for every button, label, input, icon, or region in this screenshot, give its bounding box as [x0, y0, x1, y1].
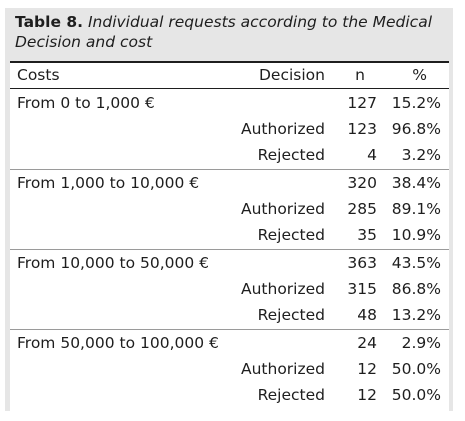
decision-cell: Rejected	[257, 386, 325, 404]
percent-cell: 89.1%	[391, 200, 441, 218]
decision-cell: Rejected	[257, 306, 325, 324]
decision-cell: Authorized	[240, 200, 325, 218]
table-title: Individual requests according to the Med…	[15, 13, 433, 51]
count-cell: 12	[357, 360, 377, 378]
count-cell: 363	[347, 254, 377, 272]
top-rule	[10, 61, 449, 63]
header-row: Costs Decision n %	[10, 62, 449, 88]
cost-range: From 10,000 to 50,000 €	[17, 254, 210, 272]
cost-range: From 1,000 to 10,000 €	[17, 174, 200, 192]
percent-cell: 50.0%	[391, 386, 441, 404]
cost-range: From 50,000 to 100,000 €	[17, 334, 219, 352]
table-row: Rejected 48 13.2%	[10, 302, 449, 328]
header-costs: Costs	[17, 66, 60, 84]
table-panel: Table 8. Individual requests according t…	[5, 8, 453, 414]
table-row: From 0 to 1,000 € 127 15.2%	[10, 90, 449, 116]
table-caption: Table 8. Individual requests according t…	[15, 12, 445, 52]
count-cell: 127	[347, 94, 377, 112]
data-table: Costs Decision n % From 0 to 1,000 € 127…	[10, 61, 449, 414]
percent-cell: 50.0%	[391, 360, 441, 378]
percent-cell: 43.5%	[391, 254, 441, 272]
group-divider	[10, 169, 449, 170]
table-row: Authorized 315 86.8%	[10, 276, 449, 302]
table-row: Rejected 12 50.0%	[10, 382, 449, 408]
table-row: Authorized 12 50.0%	[10, 356, 449, 382]
table-row: Authorized 285 89.1%	[10, 196, 449, 222]
percent-cell: 15.2%	[391, 94, 441, 112]
header-decision: Decision	[259, 66, 325, 84]
table-row: Rejected 4 3.2%	[10, 142, 449, 168]
percent-cell: 86.8%	[391, 280, 441, 298]
table-row: Rejected 35 10.9%	[10, 222, 449, 248]
percent-cell: 38.4%	[391, 174, 441, 192]
decision-cell: Authorized	[240, 280, 325, 298]
percent-cell: 3.2%	[401, 146, 441, 164]
decision-cell: Authorized	[240, 360, 325, 378]
count-cell: 12	[357, 386, 377, 404]
header-rule	[10, 88, 449, 89]
count-cell: 48	[357, 306, 377, 324]
decision-cell: Authorized	[240, 120, 325, 138]
table-row: From 10,000 to 50,000 € 363 43.5%	[10, 250, 449, 276]
count-cell: 285	[347, 200, 377, 218]
count-cell: 320	[347, 174, 377, 192]
group-divider	[10, 329, 449, 330]
group-divider	[10, 249, 449, 250]
count-cell: 123	[347, 120, 377, 138]
table-row: From 50,000 to 100,000 € 24 2.9%	[10, 330, 449, 356]
percent-cell: 2.9%	[401, 334, 441, 352]
table-number: Table 8.	[15, 13, 84, 31]
table-row: From 1,000 to 10,000 € 320 38.4%	[10, 170, 449, 196]
cost-range: From 0 to 1,000 €	[17, 94, 155, 112]
percent-cell: 96.8%	[391, 120, 441, 138]
count-cell: 24	[357, 334, 377, 352]
header-percent: %	[412, 66, 427, 84]
percent-cell: 10.9%	[391, 226, 441, 244]
count-cell: 315	[347, 280, 377, 298]
table-row: Authorized 123 96.8%	[10, 116, 449, 142]
decision-cell: Rejected	[257, 146, 325, 164]
percent-cell: 13.2%	[391, 306, 441, 324]
count-cell: 35	[357, 226, 377, 244]
header-n: n	[355, 66, 365, 84]
count-cell: 4	[367, 146, 377, 164]
decision-cell: Rejected	[257, 226, 325, 244]
